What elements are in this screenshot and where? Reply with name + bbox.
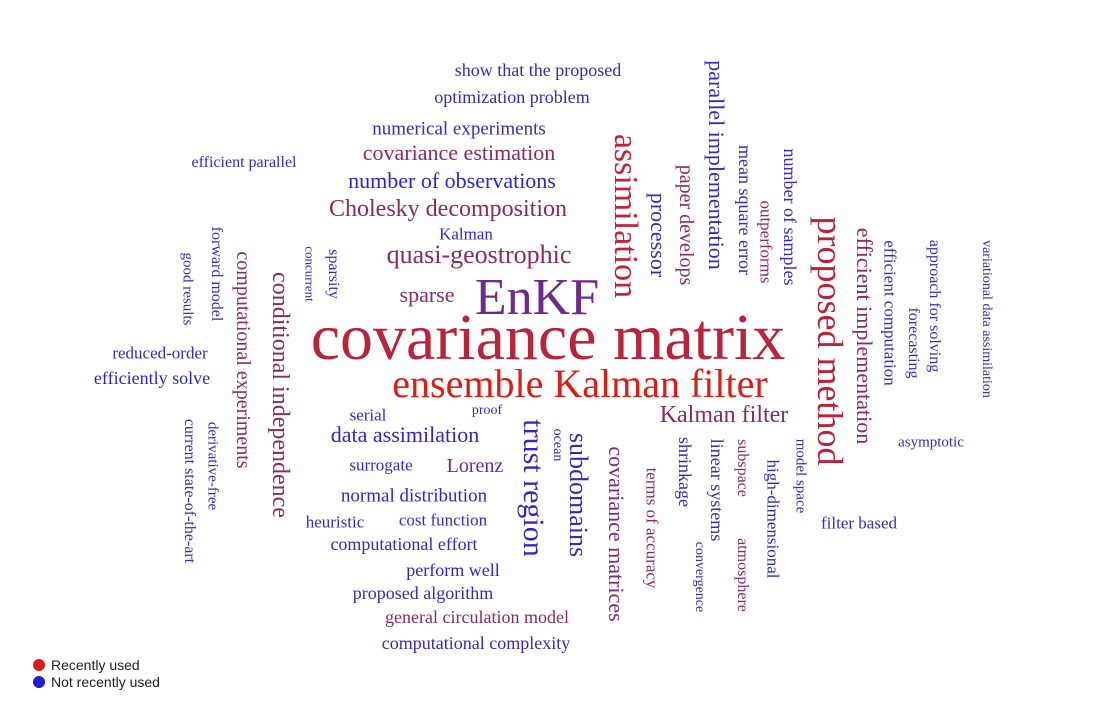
word-asymptotic: asymptotic [898, 434, 964, 451]
word-optimization-problem: optimization problem [434, 87, 590, 107]
word-variational-data-assimilation: variational data assimilation [979, 240, 994, 398]
word-heuristic: heuristic [305, 512, 365, 532]
word-shrinkage: shrinkage [675, 437, 695, 507]
word-cost-function: cost function [398, 510, 488, 530]
word-covariance-estimation: covariance estimation [362, 140, 556, 165]
word-trust-region: trust region [517, 419, 550, 557]
word-kalman-filter: Kalman filter [659, 402, 789, 428]
word-linear-systems: linear systems [707, 438, 727, 542]
word-show-that-the-proposed: show that the proposed [454, 60, 622, 80]
word-ensemble-kalman-filter: ensemble Kalman filter [392, 361, 768, 406]
word-proposed-method: proposed method [810, 216, 850, 466]
word-current-state-of-the-art: current state-of-the-art [181, 418, 198, 564]
word-data-assimilation: data assimilation [330, 422, 480, 447]
word-high-dimensional: high-dimensional [763, 459, 783, 579]
word-paper-develops: paper develops [675, 164, 697, 286]
word-subspace: subspace [734, 439, 751, 497]
blue-dot-icon [33, 675, 45, 688]
red-dot-icon [33, 658, 45, 671]
word-filter-based: filter based [821, 513, 897, 533]
legend: Recently used Not recently used [33, 656, 160, 690]
word-reduced-order: reduced-order [112, 343, 208, 363]
word-ocean: ocean [550, 428, 565, 462]
word-covariance-matrices: covariance matrices [604, 446, 629, 622]
word-quasi-geostrophic: quasi-geostrophic [386, 240, 572, 269]
word-mean-square-error: mean square error [735, 145, 755, 275]
word-computational-complexity: computational complexity [381, 633, 571, 653]
word-terms-of-accuracy: terms of accuracy [642, 467, 662, 589]
legend-item-recent: Recently used [33, 656, 160, 673]
word-atmosphere: atmosphere [734, 538, 751, 612]
word-numerical-experiments: numerical experiments [372, 118, 546, 140]
word-proposed-algorithm: proposed algorithm [352, 583, 494, 603]
word-perform-well: perform well [406, 560, 500, 580]
word-efficient-computation: efficient computation [880, 240, 900, 386]
word-number-of-observations: number of observations [348, 168, 556, 193]
word-sparsity: sparsity [325, 249, 342, 299]
word-outperforms: outperforms [756, 200, 776, 284]
word-forecasting: forecasting [905, 307, 922, 379]
word-convergence: convergence [692, 541, 707, 613]
word-efficient-parallel: efficient parallel [191, 154, 297, 171]
word-parallel-implementation: parallel implementation [704, 60, 729, 270]
word-conditional-independence: conditional independence [267, 272, 293, 518]
legend-label-not-recent: Not recently used [51, 673, 160, 690]
word-computational-experiments: computational experiments [232, 251, 254, 469]
word-processor: processor [646, 192, 671, 278]
word-model-space: model space [792, 438, 809, 514]
word-cholesky-decomposition: Cholesky decomposition [329, 196, 567, 222]
word-covariance-matrix: covariance matrix [310, 301, 786, 374]
word-concurrent: concurrent [302, 246, 318, 302]
word-serial: serial [349, 405, 387, 425]
word-computational-effort: computational effort [330, 534, 478, 554]
word-kalman: Kalman [439, 224, 493, 244]
word-lorenz: Lorenz [446, 455, 504, 477]
word-normal-distribution: normal distribution [340, 485, 488, 507]
word-efficiently-solve: efficiently solve [93, 368, 211, 388]
word-sparse: sparse [399, 282, 455, 307]
word-surrogate: surrogate [349, 455, 413, 475]
legend-item-not-recent: Not recently used [33, 673, 160, 690]
word-approach-for-solving: approach for solving [926, 239, 943, 373]
word-general-circulation-model: general circulation model [385, 607, 569, 627]
word-assimilation: assimilation [607, 133, 644, 299]
word-efficient-implementation: efficient implementation [852, 227, 877, 445]
word-number-of-samples: number of samples [780, 148, 800, 286]
word-enkf: EnKF [474, 269, 600, 326]
legend-label-recent: Recently used [51, 656, 140, 673]
word-derivative-free: derivative-free [204, 421, 221, 511]
word-proof: proof [471, 403, 503, 418]
word-good-results: good results [179, 252, 196, 326]
word-subdomains: subdomains [564, 432, 593, 558]
word-forward-model: forward model [208, 226, 225, 322]
